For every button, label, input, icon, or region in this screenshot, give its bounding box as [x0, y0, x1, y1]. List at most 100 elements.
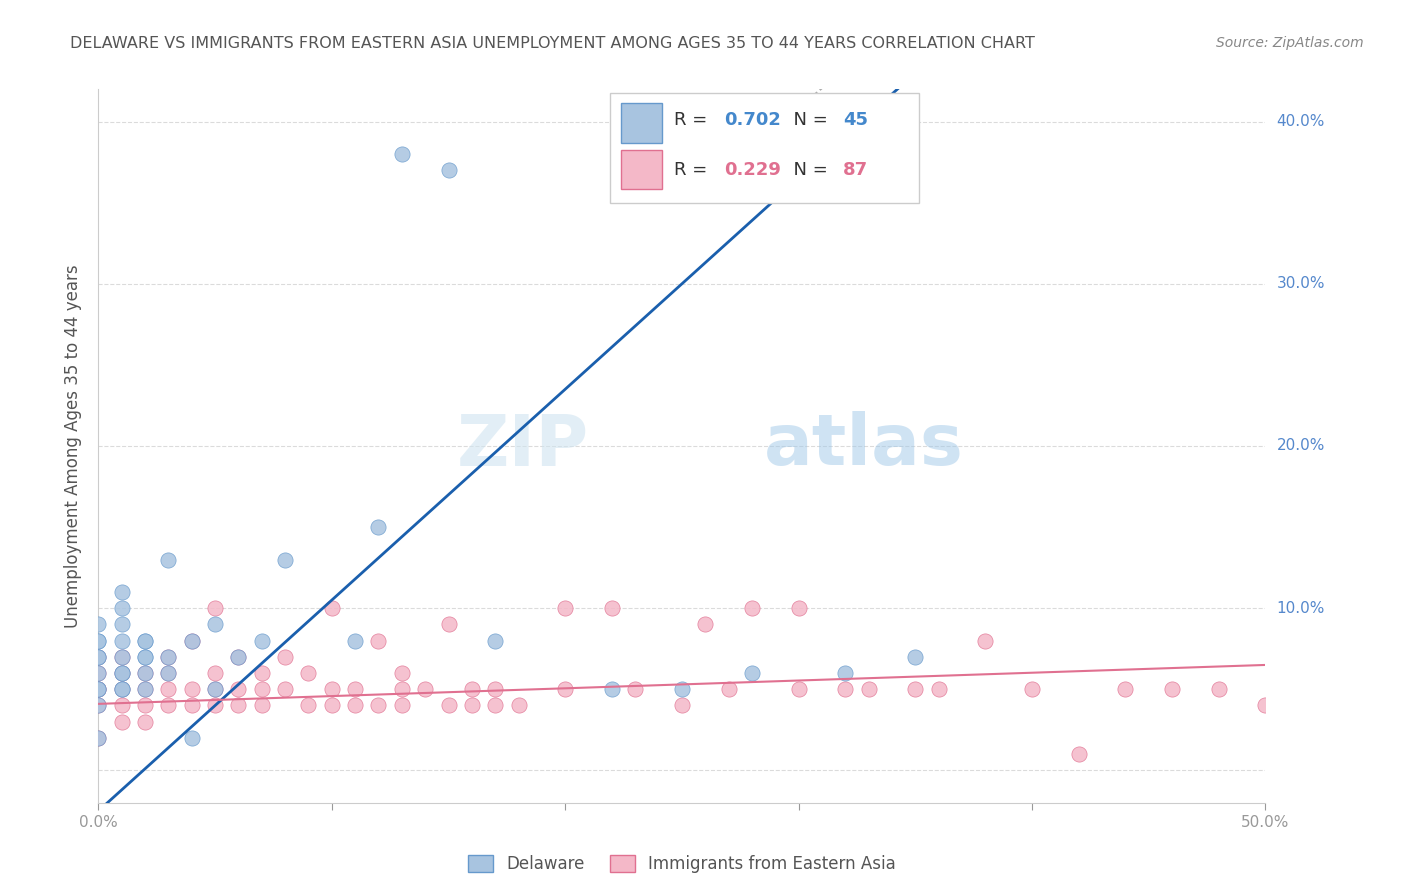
Point: [858, 682, 880, 697]
Point: [974, 633, 997, 648]
Point: [297, 666, 319, 681]
Point: [554, 682, 576, 697]
Point: [87, 617, 110, 632]
Point: [695, 617, 717, 632]
Point: [157, 682, 180, 697]
Point: [367, 520, 389, 534]
Point: [134, 714, 156, 729]
Point: [111, 601, 134, 615]
Point: [274, 682, 297, 697]
Point: [111, 649, 134, 664]
Text: 40.0%: 40.0%: [1277, 114, 1324, 129]
Point: [111, 714, 134, 729]
Point: [204, 666, 226, 681]
Point: [274, 649, 297, 664]
Point: [391, 666, 413, 681]
Point: [111, 698, 134, 713]
Point: [111, 682, 134, 697]
Text: 10.0%: 10.0%: [1277, 600, 1324, 615]
Point: [484, 633, 506, 648]
Point: [274, 552, 297, 566]
Point: [111, 649, 134, 664]
Point: [413, 682, 436, 697]
Text: 20.0%: 20.0%: [1277, 439, 1324, 453]
Text: N =: N =: [782, 161, 834, 178]
Point: [250, 698, 273, 713]
Point: [1067, 747, 1090, 761]
Point: [87, 682, 110, 697]
Point: [437, 698, 460, 713]
Point: [600, 601, 623, 615]
Point: [111, 682, 134, 697]
Point: [1021, 682, 1043, 697]
Point: [157, 649, 180, 664]
Point: [321, 601, 343, 615]
Point: [204, 601, 226, 615]
Text: 0.229: 0.229: [724, 161, 780, 178]
Point: [157, 666, 180, 681]
Point: [87, 698, 110, 713]
Text: N =: N =: [782, 111, 834, 128]
Point: [87, 649, 110, 664]
Point: [134, 682, 156, 697]
Point: [250, 666, 273, 681]
Point: [111, 666, 134, 681]
Point: [111, 633, 134, 648]
Text: Source: ZipAtlas.com: Source: ZipAtlas.com: [1216, 36, 1364, 50]
Point: [554, 601, 576, 615]
Point: [437, 617, 460, 632]
Point: [134, 633, 156, 648]
Point: [134, 698, 156, 713]
Point: [111, 617, 134, 632]
Point: [344, 682, 367, 697]
Point: [87, 666, 110, 681]
Point: [321, 682, 343, 697]
Point: [157, 666, 180, 681]
Point: [204, 682, 226, 697]
Point: [1208, 682, 1230, 697]
Point: [834, 682, 856, 697]
Point: [391, 698, 413, 713]
Point: [87, 731, 110, 745]
Point: [297, 698, 319, 713]
Text: R =: R =: [673, 161, 713, 178]
Point: [367, 698, 389, 713]
Point: [204, 617, 226, 632]
Point: [87, 649, 110, 664]
Point: [87, 649, 110, 664]
Point: [157, 552, 180, 566]
Point: [508, 698, 530, 713]
Point: [87, 633, 110, 648]
Point: [111, 682, 134, 697]
Point: [134, 649, 156, 664]
Point: [180, 698, 202, 713]
Point: [484, 698, 506, 713]
FancyBboxPatch shape: [621, 150, 662, 189]
Point: [717, 682, 740, 697]
Text: 30.0%: 30.0%: [1277, 277, 1324, 292]
Point: [134, 666, 156, 681]
Point: [87, 682, 110, 697]
Point: [904, 649, 927, 664]
Point: [461, 682, 484, 697]
Text: atlas: atlas: [763, 411, 963, 481]
Point: [157, 698, 180, 713]
Point: [87, 698, 110, 713]
Point: [134, 649, 156, 664]
Point: [928, 682, 950, 697]
Point: [1161, 682, 1184, 697]
Point: [1114, 682, 1136, 697]
Point: [228, 698, 250, 713]
Point: [787, 601, 810, 615]
Point: [180, 633, 202, 648]
Point: [111, 666, 134, 681]
Point: [87, 633, 110, 648]
Point: [134, 682, 156, 697]
Point: [787, 682, 810, 697]
Point: [87, 682, 110, 697]
Point: [344, 633, 367, 648]
Point: [437, 163, 460, 178]
Point: [391, 682, 413, 697]
Point: [904, 682, 927, 697]
Point: [228, 649, 250, 664]
